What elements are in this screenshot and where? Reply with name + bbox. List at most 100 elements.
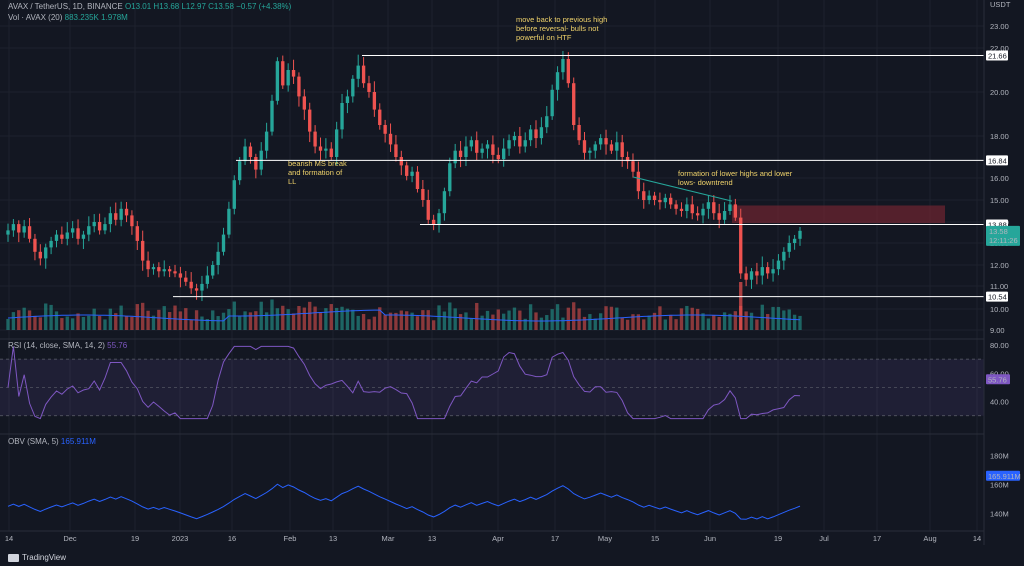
volume-bar	[480, 315, 484, 330]
rsi-value: 55.76	[107, 341, 128, 350]
candle-body	[733, 204, 738, 218]
obv-legend[interactable]: OBV (SMA, 5) 165.911M	[8, 437, 96, 447]
volume-bar	[49, 304, 53, 330]
candle-body	[189, 281, 193, 289]
volume-bar	[243, 311, 247, 330]
candle-body	[38, 251, 42, 259]
candle-body	[588, 150, 592, 153]
grid-lines	[0, 0, 984, 531]
volume-bar	[502, 313, 506, 330]
volume-bar	[302, 307, 306, 330]
rsi-label: RSI (14, close, SMA, 14, 2)	[8, 341, 105, 350]
candle-body	[437, 213, 441, 225]
volume-bar	[448, 302, 452, 330]
time-tick-label: 2023	[172, 534, 189, 543]
time-tick-label: 19	[131, 534, 139, 543]
candle-body	[103, 224, 107, 231]
volume-bar	[81, 316, 86, 330]
volume-bar	[739, 282, 743, 330]
candle-body	[49, 240, 53, 248]
candle-body	[431, 219, 436, 225]
volume-bar	[297, 306, 301, 330]
candle-body	[534, 129, 538, 139]
volume-bar	[582, 316, 587, 330]
rsi-tick-label: 40.00	[990, 398, 1009, 407]
candle-body	[130, 215, 134, 227]
candle-body	[227, 208, 231, 235]
tradingview-logo[interactable]: TradingView	[8, 553, 66, 562]
candle-body	[539, 127, 544, 139]
candle-body	[286, 70, 290, 86]
time-tick-label: 13	[428, 534, 436, 543]
volume-bar	[615, 307, 619, 330]
volume-bar	[87, 315, 91, 330]
volume-bar	[631, 314, 635, 330]
obv-tick-label: 180M	[990, 452, 1009, 461]
volume-bar	[663, 319, 667, 330]
candle-body	[340, 103, 344, 130]
candle-body	[60, 234, 64, 239]
candle-body	[232, 180, 236, 209]
time-axis[interactable]: 14 Dec 19 2023 16 Feb 13 Mar 13 Apr 17 May 15 Jun 19 Ju…	[5, 534, 981, 543]
volume-bar	[70, 318, 75, 330]
obv-line	[7, 483, 801, 520]
volume-bar	[173, 305, 177, 330]
symbol-title[interactable]: AVAX / TetherUS, 1D, BINANCE	[8, 2, 123, 11]
candle-body	[44, 247, 48, 259]
rsi-legend[interactable]: RSI (14, close, SMA, 14, 2) 55.76	[8, 341, 127, 351]
volume-bar	[216, 316, 220, 330]
candle-body	[361, 65, 366, 84]
candle-body	[491, 144, 495, 155]
candle-body	[631, 161, 635, 172]
candle-body	[690, 204, 694, 214]
volume-bar	[33, 315, 37, 330]
annotation-line: and formation of	[288, 168, 343, 177]
volume-values: 883.235K 1.978M	[64, 13, 128, 22]
candle-body	[787, 243, 791, 252]
volume-bar	[625, 319, 630, 330]
volume-bar	[485, 310, 490, 330]
volume-bar	[286, 309, 290, 330]
candle-body	[108, 213, 113, 225]
rsi-value-tag-text: 55.76	[988, 375, 1007, 384]
annotation-line: before reversal- bulls not	[516, 24, 599, 33]
annotation-text: formation of lower highs and lower lows- …	[678, 169, 793, 187]
candle-body	[593, 144, 597, 151]
obv-tick-label: 140M	[990, 510, 1009, 519]
volume-bar	[453, 308, 457, 330]
annotation-text: bearish MS break and formation of LL	[288, 159, 347, 186]
volume-legend[interactable]: Vol · AVAX (20) 883.235K 1.978M	[8, 13, 128, 23]
lower-highs-trendline	[632, 176, 733, 202]
candle-body	[329, 148, 333, 157]
candle-body	[173, 271, 177, 274]
candle-body	[766, 267, 770, 274]
horizontal-levels[interactable]	[173, 54, 984, 298]
volume-bar	[545, 315, 549, 330]
candle-body	[135, 226, 139, 241]
volume-bar	[674, 319, 678, 330]
symbol-legend[interactable]: AVAX / TetherUS, 1D, BINANCE O13.01 H13.…	[8, 2, 291, 12]
candle-body	[685, 204, 689, 211]
trend-line[interactable]	[632, 176, 733, 202]
volume-bar	[108, 308, 113, 330]
candle-body	[426, 200, 430, 220]
volume-bar	[44, 303, 48, 330]
candle-body	[318, 146, 323, 151]
candle-body	[561, 59, 565, 73]
candle-body	[663, 197, 667, 203]
candle-body	[254, 157, 258, 170]
volume-bar	[367, 319, 371, 330]
candle-body	[297, 76, 301, 97]
candle-body	[448, 163, 452, 192]
candle-body	[512, 136, 517, 141]
volume-bar	[782, 310, 786, 330]
volume-bar	[550, 309, 554, 330]
candle-body	[453, 150, 457, 164]
volume-bar	[415, 316, 420, 330]
volume-bar	[766, 314, 770, 330]
volume-bar	[712, 315, 716, 330]
volume-bar	[598, 313, 603, 330]
level-price-tag	[986, 291, 1008, 302]
candle-body	[469, 140, 474, 147]
